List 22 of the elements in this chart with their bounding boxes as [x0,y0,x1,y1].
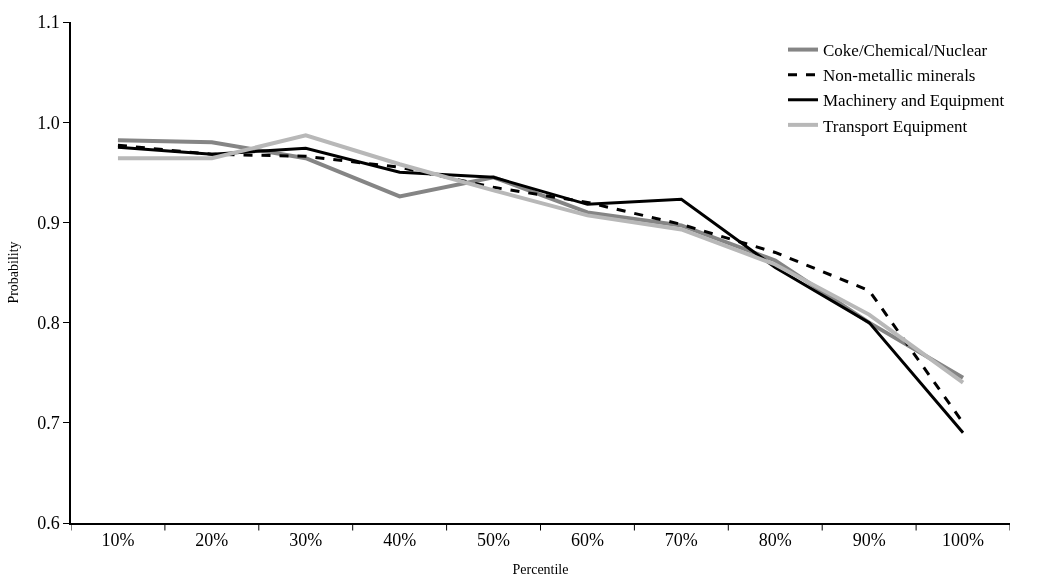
y-tick-label: 1.0 [37,112,60,133]
x-tick-label: 80% [758,530,792,551]
x-tick-label: 100% [942,530,985,551]
x-axis-title: Percentile [512,562,569,578]
x-tick-label: 30% [289,530,323,551]
x-tick-label: 90% [852,530,886,551]
legend-label: Machinery and Equipment [823,91,1005,111]
x-tick-label: 60% [570,530,604,551]
x-tick-label: 20% [195,530,229,551]
legend-label: Transport Equipment [823,116,968,136]
y-tick-label: 0.8 [37,312,60,333]
x-tick-label: 70% [664,530,698,551]
y-axis-title: Probability [6,241,22,304]
x-tick-label: 40% [383,530,417,551]
y-tick-label: 0.9 [37,212,60,233]
x-tick-label: 50% [477,530,511,551]
legend-label: Coke/Chemical/Nuclear [823,41,988,61]
y-tick-label: 0.6 [37,513,60,534]
y-tick-label: 1.1 [37,12,60,33]
y-tick-label: 0.7 [37,413,60,434]
legend-label: Non-metallic minerals [823,66,976,86]
x-tick-label: 10% [101,530,135,551]
